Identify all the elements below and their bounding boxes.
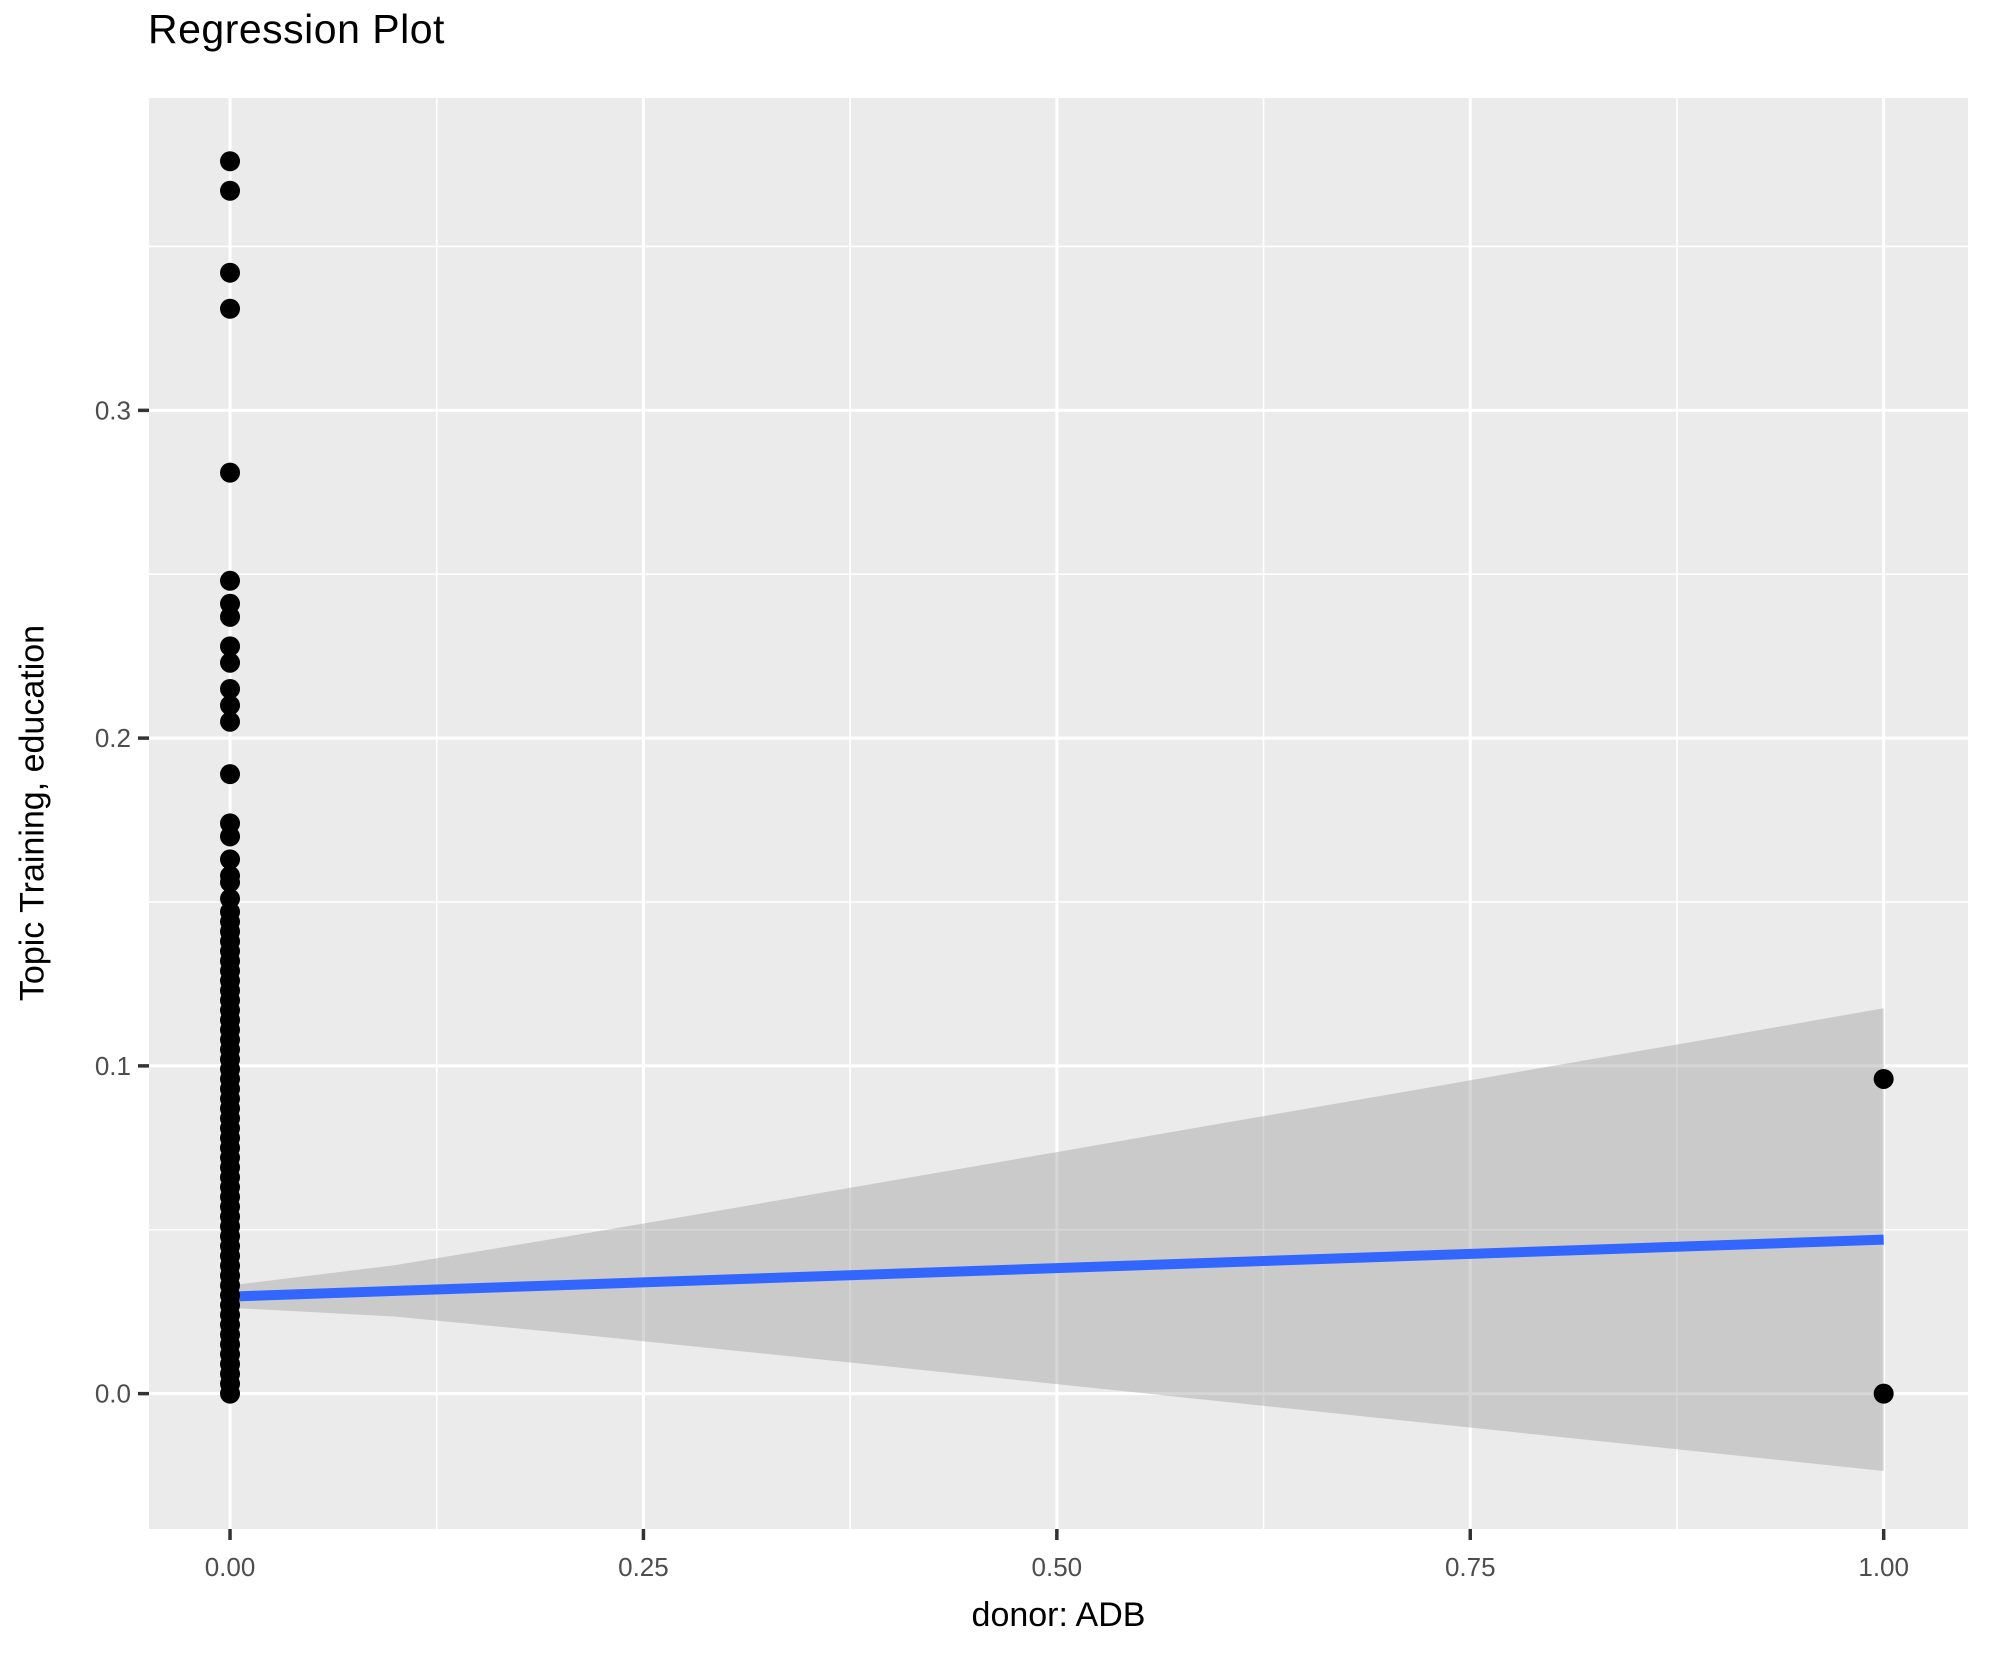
data-point	[220, 711, 241, 732]
data-point	[220, 570, 241, 591]
y-tick-label: 0.2	[95, 723, 131, 753]
data-point	[220, 764, 241, 785]
regression-line	[229, 1234, 1884, 1302]
data-point	[220, 678, 241, 699]
x-tick-label: 0.00	[205, 1552, 256, 1582]
x-tick-label: 0.25	[618, 1552, 669, 1582]
data-point	[1873, 1068, 1894, 1089]
y-tick-label: 0.3	[95, 395, 131, 425]
data-point	[220, 606, 241, 627]
y-tick-label: 0.1	[95, 1051, 131, 1081]
data-point	[220, 826, 241, 847]
y-tick-label: 0.0	[95, 1379, 131, 1409]
data-point	[220, 636, 241, 657]
data-point	[1873, 1383, 1894, 1404]
data-point	[220, 180, 241, 201]
data-point	[220, 652, 241, 673]
data-point	[220, 1383, 241, 1404]
data-point	[220, 462, 241, 483]
data-point	[220, 695, 241, 716]
x-tick-label: 0.50	[1032, 1552, 1083, 1582]
plot-title: Regression Plot	[148, 6, 445, 52]
data-point	[220, 262, 241, 283]
confidence-band	[230, 1008, 1884, 1471]
data-point	[220, 298, 241, 319]
x-tick-label: 1.00	[1858, 1552, 1909, 1582]
x-axis-title: donor: ADB	[971, 1596, 1146, 1634]
y-axis-title: Topic Training, education	[13, 624, 52, 1002]
x-tick-label: 0.75	[1445, 1552, 1496, 1582]
data-point	[220, 151, 241, 172]
data-point	[220, 849, 241, 870]
data-point	[220, 872, 241, 893]
